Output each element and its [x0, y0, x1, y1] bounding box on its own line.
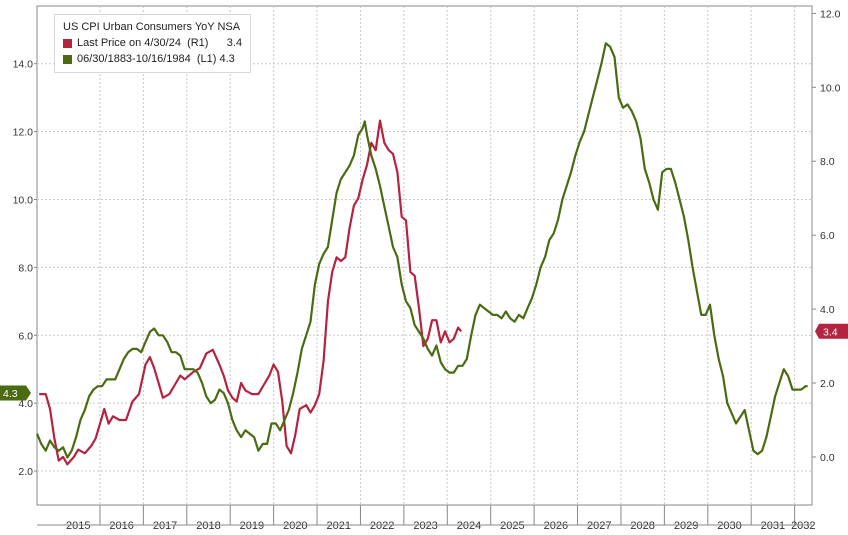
- x-tick-label: 2031: [761, 520, 785, 532]
- x-tick-label: 2025: [500, 520, 524, 532]
- left-axis-label: 6.0: [18, 330, 33, 342]
- x-tick-label: 2030: [717, 520, 741, 532]
- left-axis-label: 12.0: [13, 127, 34, 139]
- legend-entry-recent: Last Price on 4/30/24 (R1) 3.4: [63, 35, 242, 51]
- x-tick-label: 2016: [109, 520, 133, 532]
- series-line-historical: [35, 42, 808, 459]
- x-tick-label: 2021: [327, 520, 351, 532]
- right-axis-label: 4.0: [820, 304, 835, 316]
- x-tick-label: 2024: [457, 520, 481, 532]
- right-axis-label: 2.0: [820, 378, 835, 390]
- x-tick-label: 2026: [544, 520, 568, 532]
- right-axis-label: 8.0: [820, 156, 835, 168]
- x-tick-label: 2018: [196, 520, 220, 532]
- legend-title: US CPI Urban Consumers YoY NSA: [63, 21, 241, 33]
- x-tick-label: 2020: [283, 520, 307, 532]
- x-tick-label: 2032: [791, 520, 815, 532]
- left-axis-label: 14.0: [13, 59, 34, 71]
- left-axis-label: 10.0: [13, 194, 34, 206]
- chart-legend: US CPI Urban Consumers YoY NSA Last Pric…: [54, 14, 252, 73]
- x-tick-label: 2023: [413, 520, 437, 532]
- right-axis-label: 6.0: [820, 230, 835, 242]
- legend-entry-historical: 06/30/1883-10/16/1984 (L1) 4.3: [63, 51, 242, 67]
- left-axis-label: 4.0: [18, 398, 33, 410]
- x-tick-label: 2027: [587, 520, 611, 532]
- x-tick-label: 2028: [630, 520, 654, 532]
- x-tick-label: 2022: [370, 520, 394, 532]
- x-tick-label: 2019: [240, 520, 264, 532]
- last-value-tag-text: 4.3: [3, 388, 18, 400]
- plot-area: [36, 5, 813, 506]
- x-tick-label: 2015: [66, 520, 90, 532]
- legend-swatch-historical: [63, 54, 72, 64]
- series-line-recent: [39, 119, 463, 466]
- legend-label-historical: 06/30/1883-10/16/1984 (L1) 4.3: [77, 53, 235, 65]
- x-tick-label: 2029: [674, 520, 698, 532]
- right-axis-label: 12.0: [820, 8, 841, 20]
- last-value-tag-right: [815, 323, 848, 339]
- legend-label-recent: Last Price on 4/30/24 (R1) 3.4: [77, 37, 243, 49]
- x-tick-label: 2017: [153, 520, 177, 532]
- right-axis-label: 0.0: [820, 452, 835, 464]
- legend-swatch-recent: [63, 38, 72, 48]
- left-axis-label: 8.0: [18, 262, 33, 274]
- right-axis-label: 10.0: [820, 82, 841, 94]
- left-axis-label: 2.0: [18, 466, 33, 478]
- last-value-tag-text: 3.4: [823, 326, 838, 338]
- last-value-tag-left: [0, 385, 31, 401]
